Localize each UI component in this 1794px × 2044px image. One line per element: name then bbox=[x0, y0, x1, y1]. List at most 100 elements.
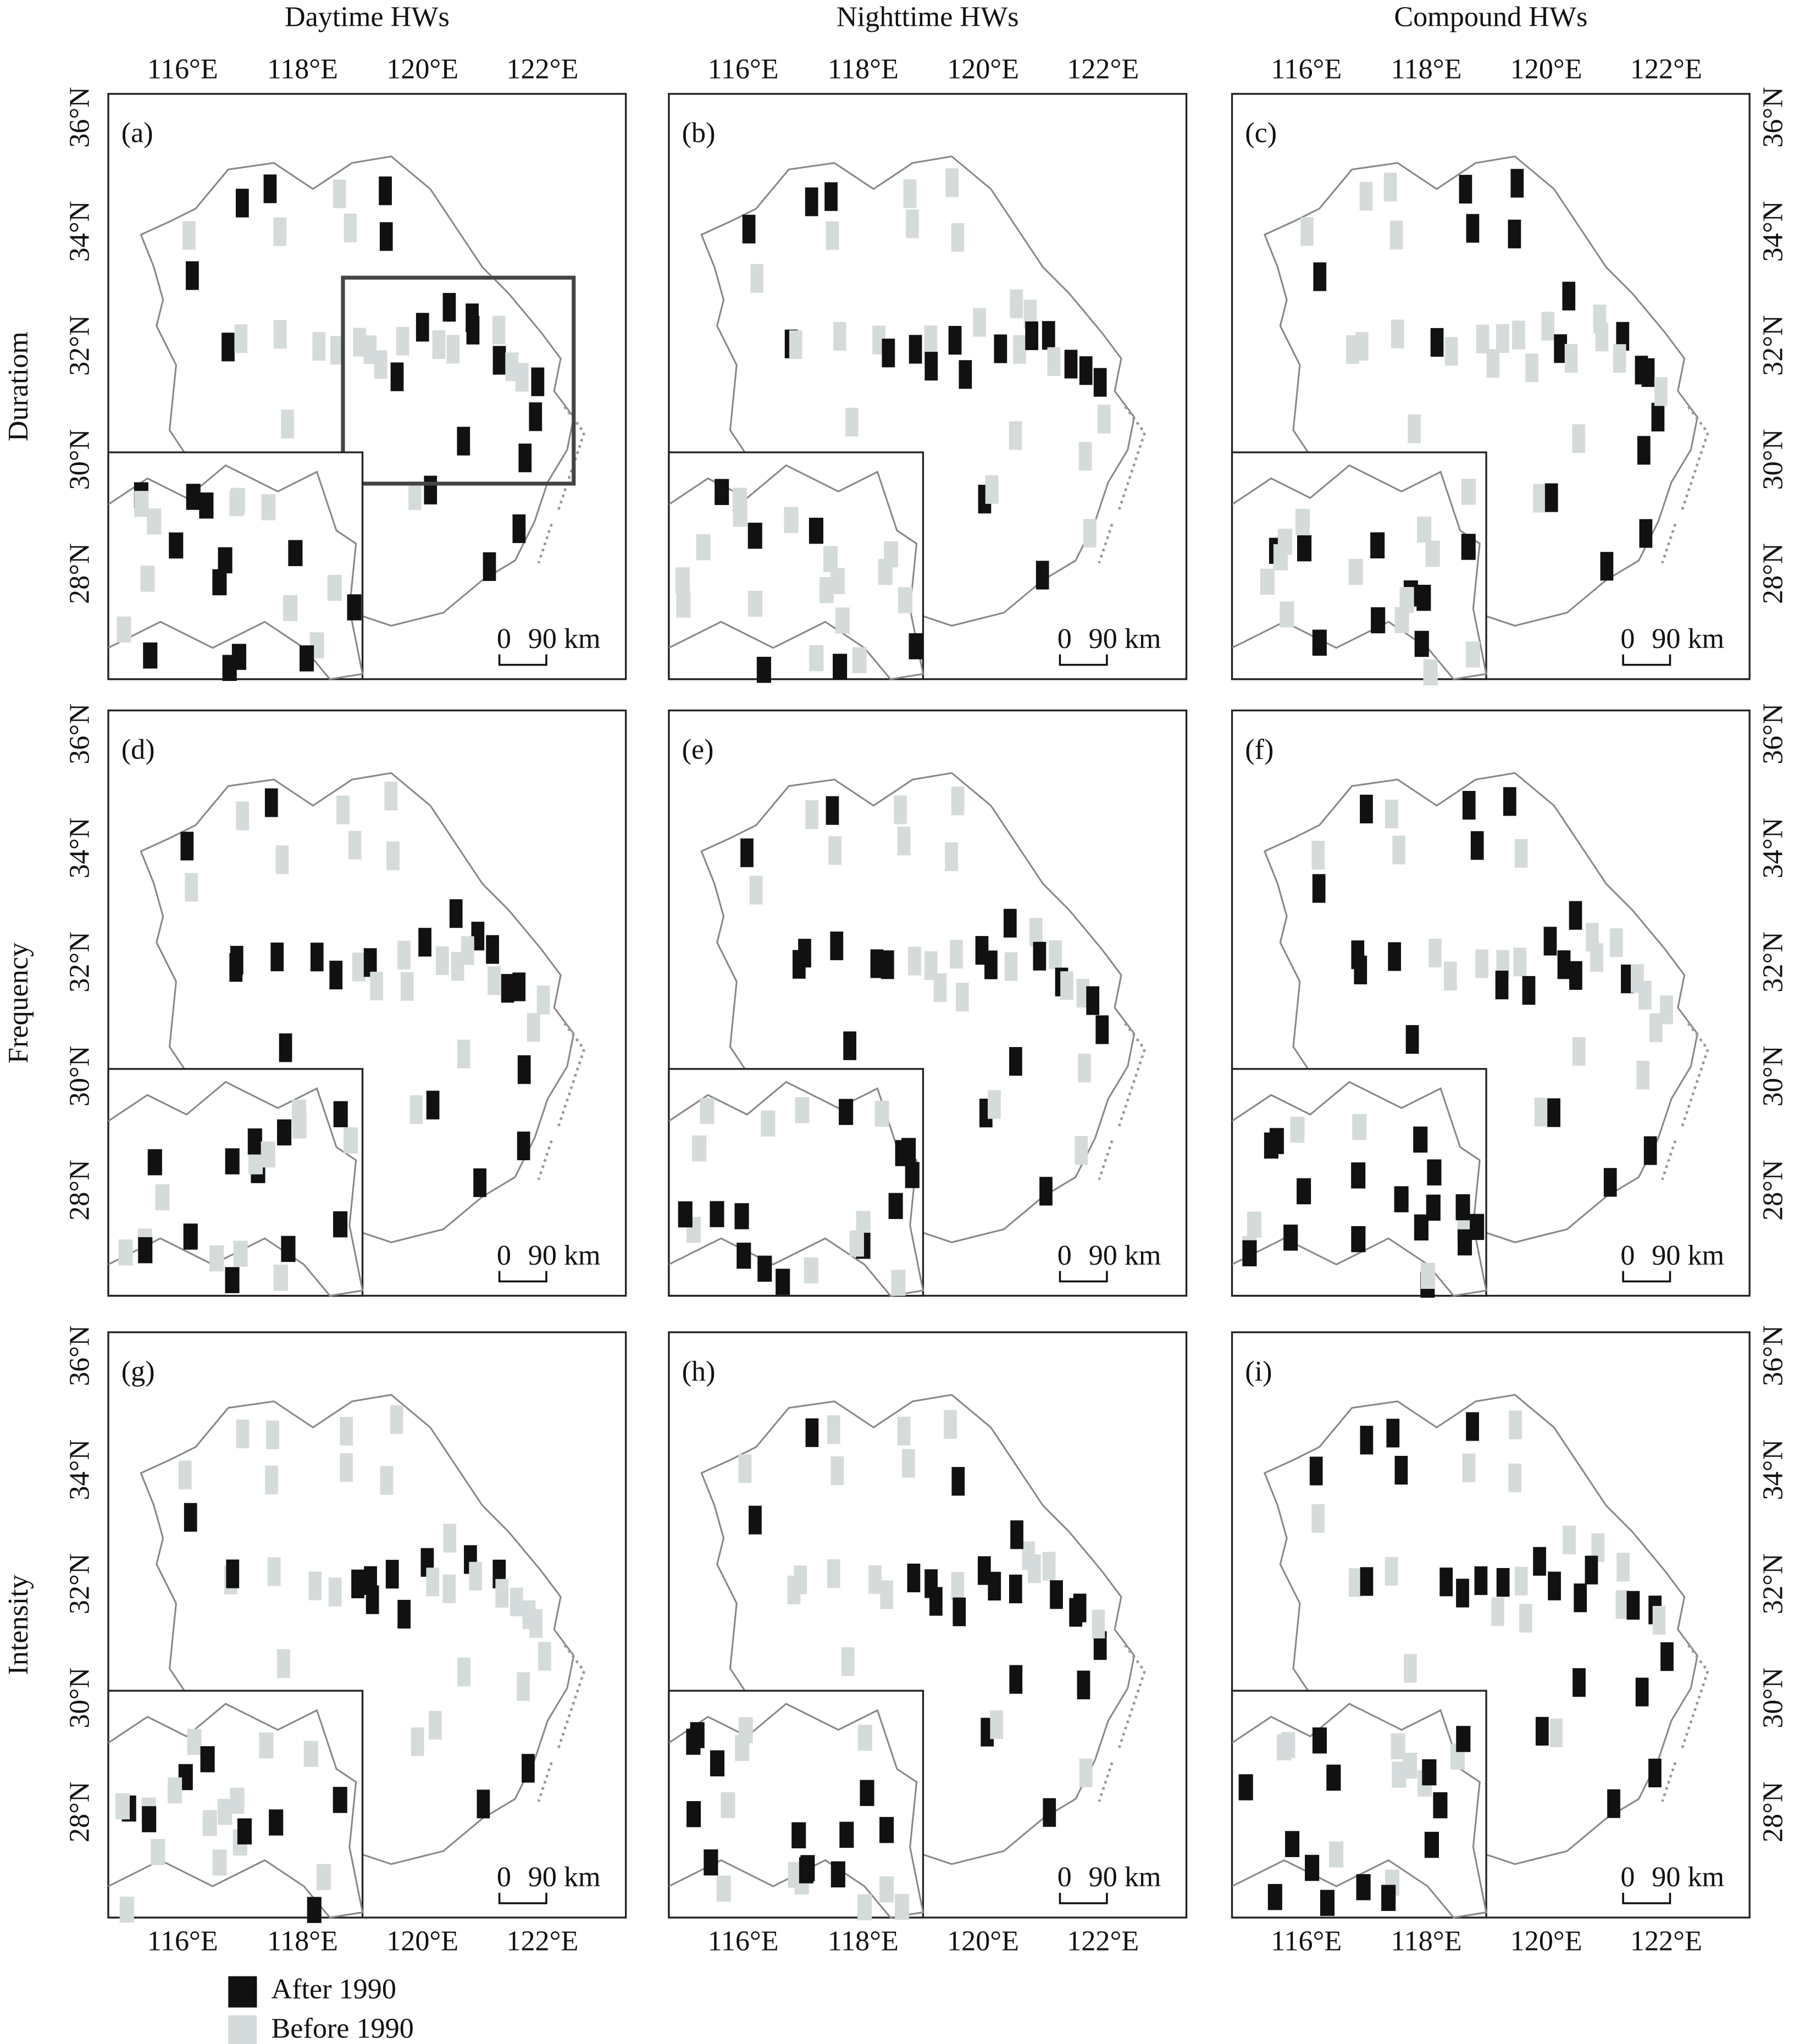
inset-marker bbox=[1290, 1116, 1305, 1143]
inset-marker bbox=[138, 1237, 153, 1264]
station-marker bbox=[1389, 220, 1403, 250]
inset-marker bbox=[895, 1893, 910, 1920]
station-marker bbox=[994, 334, 1007, 363]
lon-tick-label: 120°E bbox=[386, 1925, 458, 1957]
inset-marker bbox=[1423, 659, 1438, 686]
station-marker bbox=[1519, 1604, 1532, 1633]
station-marker bbox=[1554, 334, 1568, 363]
station-marker bbox=[1513, 948, 1527, 977]
inset-marker bbox=[1461, 479, 1476, 505]
coast-islands bbox=[1661, 406, 1709, 564]
station-marker bbox=[330, 336, 344, 365]
station-marker bbox=[517, 1131, 530, 1161]
inset-marker bbox=[884, 541, 899, 568]
station-marker bbox=[794, 1565, 807, 1594]
column-title: Nighttime HWs bbox=[837, 2, 1019, 33]
lat-tick-label: 30°N bbox=[1758, 1046, 1789, 1107]
station-marker bbox=[230, 945, 243, 975]
inset-marker bbox=[199, 492, 214, 519]
station-marker bbox=[894, 795, 907, 824]
station-marker bbox=[1591, 1533, 1605, 1562]
station-marker bbox=[1651, 402, 1665, 431]
lon-tick-label: 118°E bbox=[828, 1925, 899, 1957]
station-marker bbox=[1609, 928, 1623, 957]
lon-tick-label: 120°E bbox=[386, 53, 458, 85]
station-marker bbox=[1050, 1580, 1063, 1609]
station-marker bbox=[536, 985, 550, 1015]
lon-tick-label: 122°E bbox=[1630, 1925, 1702, 1957]
station-marker bbox=[435, 946, 449, 976]
station-marker bbox=[1639, 519, 1653, 548]
station-marker bbox=[907, 1563, 921, 1593]
station-marker bbox=[798, 939, 811, 968]
station-marker bbox=[517, 1055, 531, 1084]
scale-distance: 90 km bbox=[528, 1240, 601, 1271]
station-marker bbox=[457, 1039, 470, 1068]
station-marker bbox=[1470, 831, 1484, 860]
station-marker bbox=[310, 943, 324, 972]
station-marker bbox=[397, 940, 411, 970]
station-marker bbox=[1638, 981, 1652, 1010]
inset-marker bbox=[1326, 1764, 1341, 1791]
map-panel: (b) 0 90 km 116°E 118°E 120°E 122°E bbox=[668, 53, 1188, 683]
station-marker bbox=[1097, 405, 1111, 434]
station-marker bbox=[1404, 1654, 1417, 1683]
station-marker bbox=[336, 795, 350, 824]
station-marker bbox=[1033, 941, 1046, 971]
station-marker bbox=[1548, 1571, 1561, 1600]
station-marker bbox=[951, 1467, 965, 1496]
inset-marker bbox=[860, 1780, 874, 1806]
inset bbox=[1231, 451, 1487, 686]
station-marker bbox=[266, 1420, 279, 1449]
inset-marker bbox=[1285, 1831, 1300, 1857]
station-marker bbox=[1004, 952, 1018, 981]
inset-marker bbox=[229, 490, 244, 517]
station-marker bbox=[512, 972, 526, 1001]
station-marker bbox=[1600, 552, 1614, 581]
station-marker bbox=[1621, 965, 1634, 994]
station-marker bbox=[1083, 519, 1097, 548]
station-marker bbox=[492, 346, 506, 375]
panel-label: (i) bbox=[1245, 1356, 1272, 1387]
inset-marker bbox=[1312, 1727, 1327, 1754]
inset-marker bbox=[1381, 1885, 1396, 1911]
station-marker bbox=[1637, 436, 1651, 465]
station-marker bbox=[1079, 356, 1093, 385]
inset bbox=[1231, 1690, 1487, 1919]
station-marker bbox=[1495, 971, 1509, 1000]
inset-marker bbox=[1461, 534, 1476, 560]
station-marker bbox=[1013, 335, 1026, 364]
inset-marker bbox=[737, 1242, 751, 1269]
inset-marker bbox=[1403, 1753, 1418, 1779]
station-marker bbox=[951, 223, 965, 252]
station-marker bbox=[184, 1503, 197, 1532]
map-panel: (e) 0 90 km bbox=[668, 709, 1188, 1297]
inset-marker bbox=[700, 1098, 715, 1125]
inset-marker bbox=[259, 1732, 274, 1759]
station-marker bbox=[1607, 1789, 1620, 1818]
station-marker bbox=[1309, 1456, 1323, 1486]
station-marker bbox=[1023, 300, 1037, 329]
inset-marker bbox=[303, 1741, 318, 1767]
station-marker bbox=[843, 1031, 856, 1060]
inset-marker bbox=[1277, 528, 1292, 555]
lon-tick-label: 120°E bbox=[947, 1925, 1019, 1957]
station-marker bbox=[1652, 1605, 1666, 1635]
inset-marker bbox=[1312, 629, 1327, 656]
station-marker bbox=[1025, 321, 1038, 350]
inset-marker bbox=[202, 1810, 217, 1836]
inset-marker bbox=[784, 507, 799, 533]
inset-marker bbox=[1320, 1890, 1335, 1916]
station-marker bbox=[451, 952, 464, 981]
inset-marker bbox=[879, 1816, 894, 1843]
station-marker bbox=[461, 936, 474, 965]
inset-marker bbox=[218, 547, 232, 574]
station-marker bbox=[329, 960, 343, 990]
lat-tick-label: 30°N bbox=[1758, 429, 1789, 490]
scale-zero: 0 bbox=[497, 1862, 511, 1893]
station-marker bbox=[977, 1556, 991, 1585]
inset-marker bbox=[675, 567, 690, 594]
scale-zero: 0 bbox=[497, 623, 511, 655]
station-marker bbox=[789, 330, 802, 359]
inset bbox=[107, 1690, 364, 1923]
